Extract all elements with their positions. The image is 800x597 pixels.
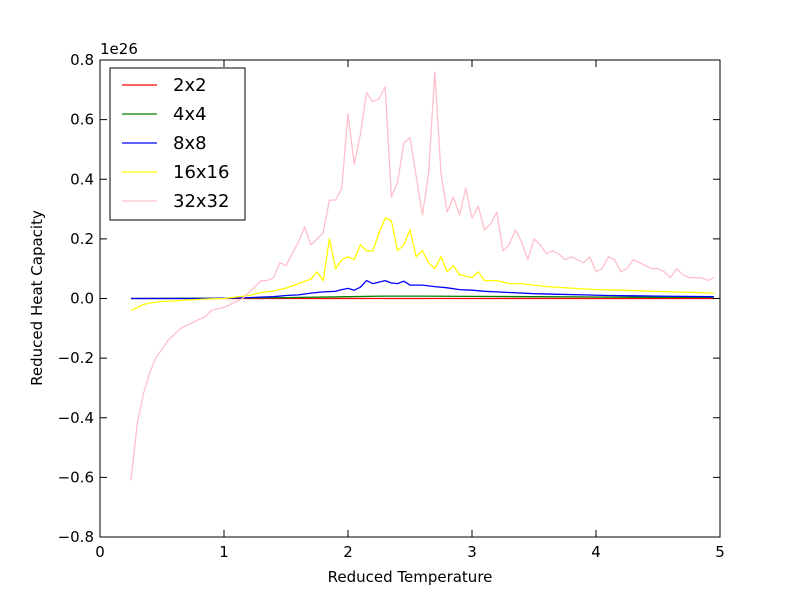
y-tick-label: −0.4 <box>58 409 94 427</box>
series-line-16x16 <box>130 217 714 311</box>
series-line-8x8 <box>131 279 714 300</box>
legend-label: 32x32 <box>173 191 229 212</box>
y-axis-label: Reduced Heat Capacity <box>28 210 46 386</box>
x-tick-label: 4 <box>591 543 601 561</box>
y-tick-label: 0.6 <box>70 111 94 129</box>
series-line-32x32 <box>130 71 715 481</box>
x-tick-label: 1 <box>219 543 229 561</box>
x-axis-label: Reduced Temperature <box>328 568 493 586</box>
x-tick-label: 5 <box>715 543 725 561</box>
y-tick-label: 0.2 <box>70 230 94 248</box>
y-offset-label: 1e26 <box>100 40 138 58</box>
y-tick-label: −0.8 <box>58 528 94 546</box>
x-tick-label: 2 <box>343 543 353 561</box>
series-layer <box>130 71 715 481</box>
legend-label: 16x16 <box>173 162 229 183</box>
legend-box <box>109 67 246 221</box>
y-tick-label: 0.0 <box>70 290 94 308</box>
legend-label: 4x4 <box>173 104 207 125</box>
legend-label: 8x8 <box>173 133 207 154</box>
y-tick-label: 0.4 <box>70 170 94 188</box>
y-tick-label: 0.8 <box>70 51 94 69</box>
legend-label: 2x2 <box>173 75 207 96</box>
series-line-4x4 <box>130 295 714 300</box>
x-tick-label: 0 <box>95 543 105 561</box>
y-tick-label: −0.6 <box>58 468 94 486</box>
legend: 2x2 4x4 8x8 16x16 32x32 <box>109 67 246 221</box>
y-tick-label: −0.2 <box>58 349 94 367</box>
x-tick-label: 3 <box>467 543 477 561</box>
tick-layer: 0 1 2 3 4 5 −0.8 −0.6 −0.4 −0.2 0.0 0.2 0.4 0.6 0.8 <box>58 51 725 561</box>
